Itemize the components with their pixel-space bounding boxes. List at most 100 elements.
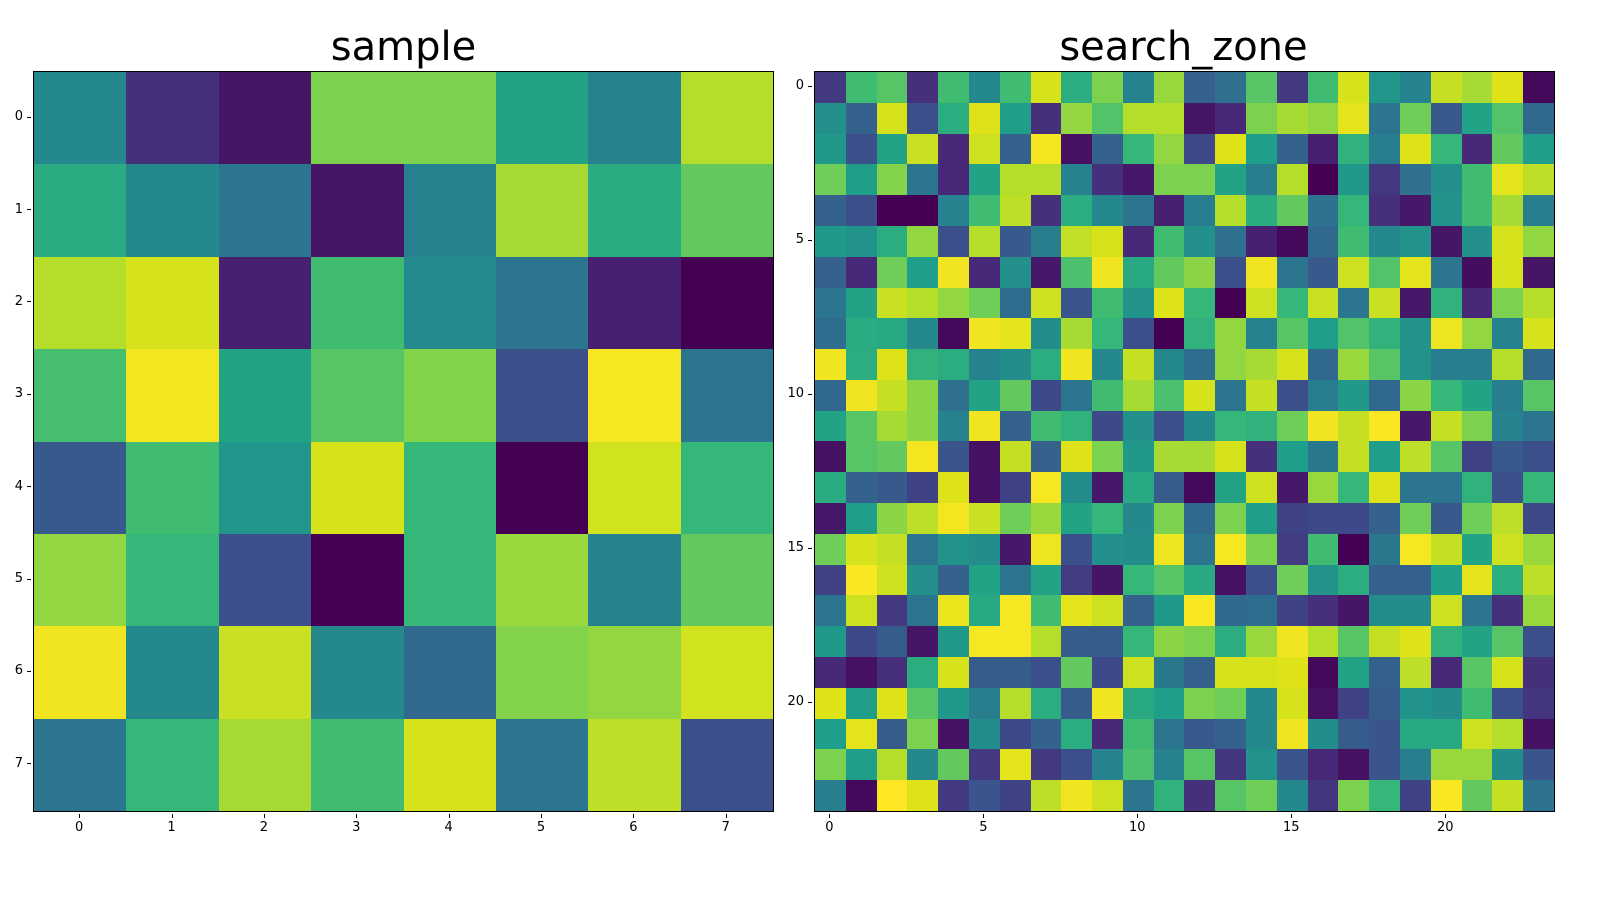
heatmap-cell xyxy=(1307,533,1339,565)
heatmap-cell xyxy=(311,441,404,534)
heatmap-cell xyxy=(1307,379,1339,411)
search-zone-title: search_zone xyxy=(1059,24,1308,70)
heatmap-cell xyxy=(1492,225,1524,257)
heatmap-cell xyxy=(907,626,939,658)
x-tick-label: 7 xyxy=(711,814,741,835)
heatmap-cell xyxy=(218,533,312,627)
heatmap-cell xyxy=(1276,410,1308,442)
heatmap-cell xyxy=(1461,410,1493,442)
heatmap-cell xyxy=(1246,195,1277,226)
heatmap-cell xyxy=(34,533,127,627)
heatmap-cell xyxy=(1461,133,1493,165)
heatmap-cell xyxy=(126,72,219,165)
heatmap-cell xyxy=(999,102,1031,134)
heatmap-cell xyxy=(845,564,877,596)
heatmap-cell xyxy=(1153,164,1185,196)
heatmap-cell xyxy=(1061,164,1093,196)
heatmap-cell xyxy=(1184,318,1216,350)
heatmap-cell xyxy=(876,533,908,565)
heatmap-cell xyxy=(968,349,1000,380)
heatmap-cell xyxy=(1153,657,1185,688)
heatmap-cell xyxy=(34,256,127,350)
heatmap-cell xyxy=(1215,164,1247,196)
heatmap-cell xyxy=(999,749,1031,781)
heatmap-cell xyxy=(938,256,969,288)
heatmap-cell xyxy=(1492,287,1524,319)
heatmap-cell xyxy=(876,472,908,504)
heatmap-cell xyxy=(1430,318,1462,350)
heatmap-cell xyxy=(876,626,908,658)
heatmap-cell xyxy=(1153,749,1185,781)
heatmap-cell xyxy=(403,533,496,627)
heatmap-cell xyxy=(938,133,969,165)
heatmap-cell xyxy=(1523,533,1554,565)
heatmap-cell xyxy=(1030,256,1062,288)
heatmap-cell xyxy=(1369,349,1401,380)
heatmap-cell xyxy=(218,349,312,442)
heatmap-cell xyxy=(907,780,939,811)
heatmap-cell xyxy=(815,657,846,688)
heatmap-cell xyxy=(968,441,1000,473)
heatmap-cell xyxy=(999,133,1031,165)
heatmap-cell xyxy=(999,287,1031,319)
heatmap-cell xyxy=(1122,287,1154,319)
heatmap-cell xyxy=(1215,133,1247,165)
heatmap-cell xyxy=(999,441,1031,473)
heatmap-cell xyxy=(1400,657,1431,688)
heatmap-cell xyxy=(680,72,773,165)
heatmap-cell xyxy=(1092,780,1123,811)
heatmap-cell xyxy=(1092,164,1123,196)
heatmap-cell xyxy=(1400,195,1431,226)
heatmap-cell xyxy=(1369,441,1401,473)
heatmap-cell xyxy=(1122,503,1154,534)
heatmap-cell xyxy=(907,349,939,380)
heatmap-cell xyxy=(1338,379,1370,411)
heatmap-cell xyxy=(938,195,969,226)
heatmap-cell xyxy=(1369,225,1401,257)
heatmap-cell xyxy=(1461,595,1493,627)
heatmap-cell xyxy=(1338,626,1370,658)
heatmap-cell xyxy=(1153,441,1185,473)
heatmap-cell xyxy=(968,564,1000,596)
heatmap-cell xyxy=(938,349,969,380)
heatmap-cell xyxy=(938,780,969,811)
heatmap-cell xyxy=(968,164,1000,196)
heatmap-cell xyxy=(1523,318,1554,350)
heatmap-cell xyxy=(1153,533,1185,565)
heatmap-cell xyxy=(1153,72,1185,103)
heatmap-cell xyxy=(815,287,846,319)
heatmap-cell xyxy=(1430,595,1462,627)
heatmap-cell xyxy=(1276,195,1308,226)
heatmap-cell xyxy=(1246,225,1277,257)
heatmap-cell xyxy=(907,533,939,565)
heatmap-cell xyxy=(1276,780,1308,811)
heatmap-cell xyxy=(1276,718,1308,750)
heatmap-cell xyxy=(1030,410,1062,442)
heatmap-cell xyxy=(968,472,1000,504)
heatmap-cell xyxy=(1369,195,1401,226)
heatmap-cell xyxy=(938,164,969,196)
heatmap-cell xyxy=(845,195,877,226)
heatmap-cell xyxy=(876,595,908,627)
heatmap-cell xyxy=(876,133,908,165)
heatmap-cell xyxy=(938,657,969,688)
heatmap-cell xyxy=(403,164,496,257)
heatmap-cell xyxy=(1338,780,1370,811)
heatmap-cell xyxy=(403,72,496,165)
heatmap-cell xyxy=(1492,533,1524,565)
heatmap-cell xyxy=(1338,164,1370,196)
heatmap-cell xyxy=(876,749,908,781)
heatmap-cell xyxy=(1122,164,1154,196)
heatmap-cell xyxy=(1276,657,1308,688)
heatmap-cell xyxy=(1122,780,1154,811)
heatmap-cell xyxy=(1153,225,1185,257)
heatmap-cell xyxy=(1461,472,1493,504)
heatmap-cell xyxy=(1276,72,1308,103)
heatmap-cell xyxy=(1523,718,1554,750)
heatmap-cell xyxy=(1307,256,1339,288)
heatmap-cell xyxy=(1461,503,1493,534)
x-tick-label: 6 xyxy=(618,814,648,835)
heatmap-cell xyxy=(1523,595,1554,627)
heatmap-cell xyxy=(1400,472,1431,504)
heatmap-cell xyxy=(876,102,908,134)
